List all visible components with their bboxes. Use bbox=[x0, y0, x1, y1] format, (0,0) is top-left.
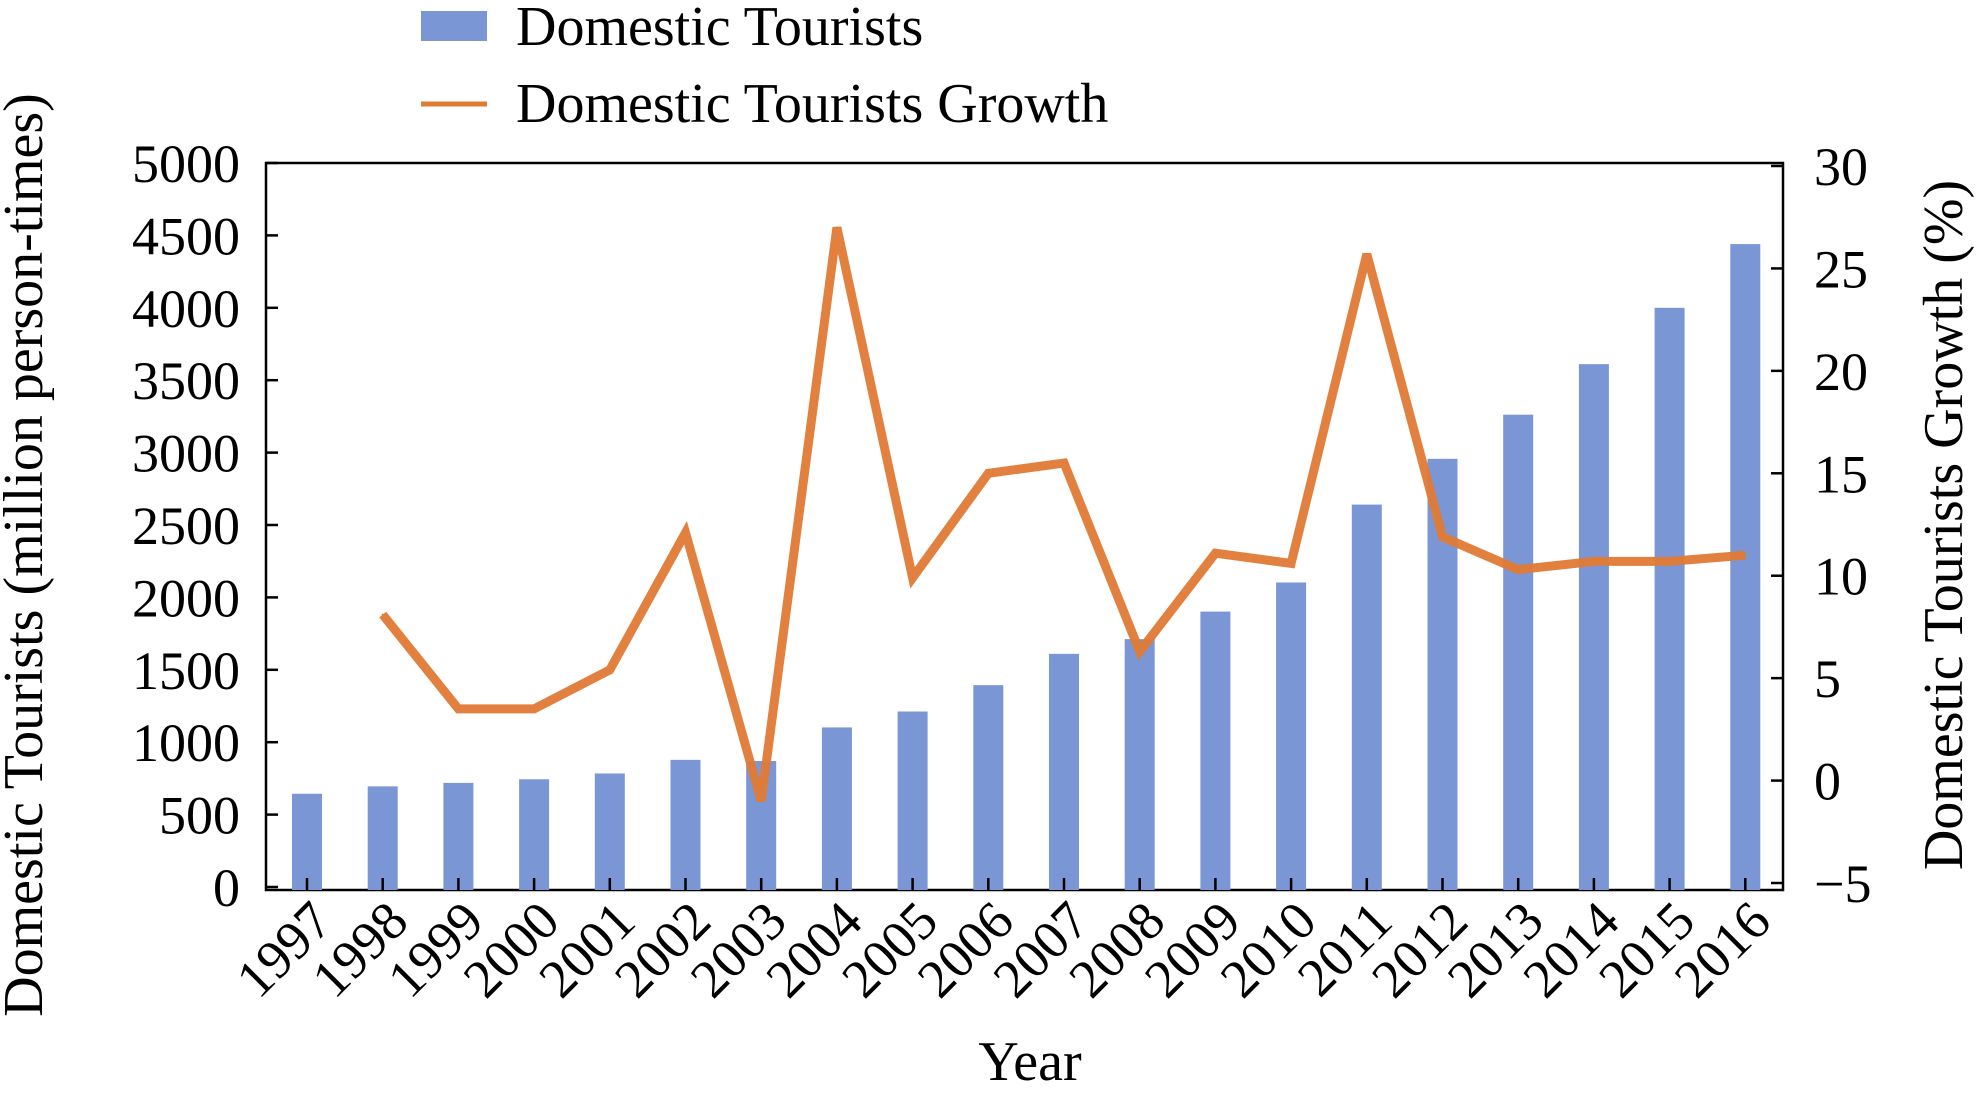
y2-tick-label-5: 5 bbox=[1814, 649, 1841, 709]
bar-2015 bbox=[1654, 307, 1685, 890]
bar-1998 bbox=[367, 786, 398, 890]
legend-label-bars: Domestic Tourists bbox=[516, 0, 923, 58]
growth-point-2006 bbox=[987, 472, 990, 475]
y2-axis-title: Domestic Tourists Growth (%) bbox=[1913, 180, 1975, 870]
y2-tick-label-10: 10 bbox=[1814, 547, 1868, 607]
bar-2001 bbox=[594, 773, 625, 890]
y2-tick-label-−5: −5 bbox=[1814, 854, 1871, 914]
growth-point-1998 bbox=[381, 613, 384, 616]
y-tick-label-2500: 2500 bbox=[132, 496, 240, 556]
y-tick-label-500: 500 bbox=[159, 786, 240, 846]
legend-label-line: Domestic Tourists Growth bbox=[516, 73, 1108, 135]
y2-tick-label-25: 25 bbox=[1814, 239, 1868, 299]
plot-area-frame bbox=[264, 161, 1785, 892]
bars-layer bbox=[292, 244, 1761, 890]
y-tick-label-4500: 4500 bbox=[132, 206, 240, 266]
bar-1997 bbox=[292, 793, 322, 890]
bar-2010 bbox=[1276, 582, 1307, 890]
y2-tick-label-20: 20 bbox=[1814, 342, 1868, 402]
bar-1999 bbox=[443, 782, 474, 890]
growth-point-2009 bbox=[1214, 552, 1217, 555]
growth-point-1999 bbox=[457, 707, 460, 710]
y-tick-label-1000: 1000 bbox=[132, 713, 240, 773]
y-tick-label-4000: 4000 bbox=[132, 279, 240, 339]
x-axis-title: Year bbox=[978, 1031, 1082, 1093]
bar-2002 bbox=[670, 759, 701, 890]
bar-2006 bbox=[973, 685, 1004, 890]
growth-point-2016 bbox=[1744, 554, 1747, 557]
growth-point-2011 bbox=[1365, 253, 1368, 256]
y-axis-right: −5 0 5 10 15 20 25 30 bbox=[1771, 137, 1871, 914]
bar-2013 bbox=[1503, 414, 1534, 890]
bar-2007 bbox=[1049, 653, 1079, 890]
line-layer bbox=[379, 226, 1747, 803]
growth-point-2002 bbox=[684, 531, 687, 534]
legend: Domestic Tourists Domestic Tourists Grow… bbox=[421, 0, 1108, 135]
growth-point-2005 bbox=[911, 576, 914, 579]
growth-point-2015 bbox=[1668, 560, 1671, 563]
growth-point-2013 bbox=[1517, 568, 1520, 571]
growth-point-2010 bbox=[1290, 562, 1293, 565]
growth-point-2001 bbox=[608, 668, 611, 671]
bar-2005 bbox=[897, 711, 928, 890]
growth-point-2008 bbox=[1138, 650, 1141, 653]
growth-point-2003 bbox=[760, 800, 763, 803]
y2-tick-label-15: 15 bbox=[1814, 444, 1868, 504]
y-axis-left: 0 500 1000 1500 2000 2500 3000 3500 4000 4500 5000 bbox=[132, 134, 278, 918]
x-axis: 1997199819992000200120022003200420052006… bbox=[225, 878, 1782, 1009]
y-tick-label-2000: 2000 bbox=[132, 568, 240, 628]
legend-swatch-bars bbox=[421, 11, 487, 41]
bar-2014 bbox=[1578, 364, 1609, 890]
growth-point-2007 bbox=[1063, 462, 1065, 465]
y-tick-label-3500: 3500 bbox=[132, 351, 240, 411]
y2-tick-label-30: 30 bbox=[1814, 137, 1868, 197]
bar-2016 bbox=[1730, 244, 1761, 890]
y2-tick-label-0: 0 bbox=[1814, 752, 1841, 812]
bar-2008 bbox=[1124, 639, 1155, 890]
growth-point-2012 bbox=[1441, 535, 1444, 538]
bar-2009 bbox=[1200, 611, 1231, 890]
growth-point-2014 bbox=[1592, 560, 1595, 563]
y-tick-label-5000: 5000 bbox=[132, 134, 240, 194]
bar-2011 bbox=[1351, 504, 1382, 890]
growth-point-2000 bbox=[533, 707, 536, 710]
y-tick-label-3000: 3000 bbox=[132, 424, 240, 484]
bar-2004 bbox=[821, 727, 852, 890]
y-axis-title: Domestic Tourists (million person-times) bbox=[0, 93, 55, 1017]
y-tick-label-0: 0 bbox=[213, 858, 240, 918]
y-tick-label-1500: 1500 bbox=[132, 641, 240, 701]
growth-point-2004 bbox=[835, 226, 838, 229]
bar-2000 bbox=[519, 779, 550, 890]
